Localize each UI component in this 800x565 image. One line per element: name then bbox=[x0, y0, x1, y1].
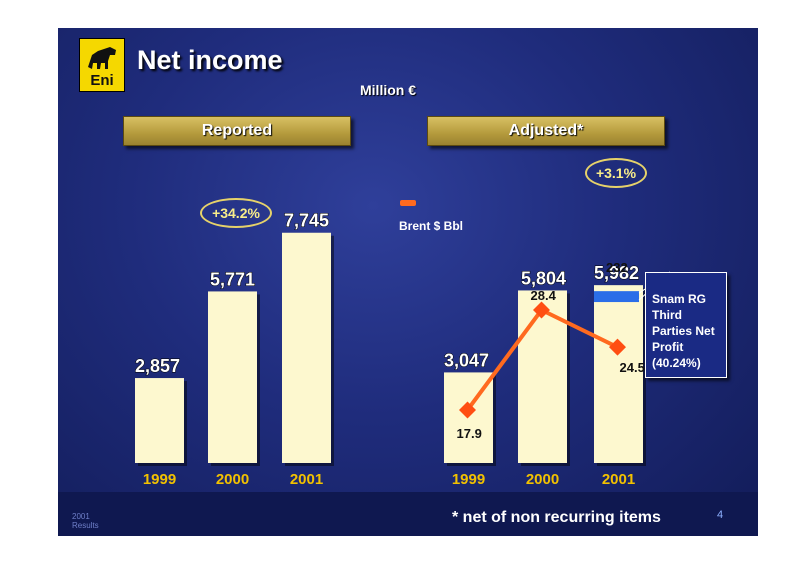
brent-value-label: 17.9 bbox=[457, 426, 482, 441]
year-label-2001: 2001 bbox=[290, 471, 323, 488]
brent-value-label: 24.5 bbox=[620, 360, 645, 375]
page-number: 4 bbox=[717, 509, 724, 521]
brent-marker bbox=[609, 338, 626, 356]
bar-value-label: 5,982 bbox=[594, 263, 639, 283]
brent-legend-swatch bbox=[400, 200, 416, 206]
brent-marker bbox=[459, 401, 476, 419]
results-label: 2001 Results bbox=[72, 512, 99, 530]
snam-segment bbox=[594, 291, 639, 303]
brent-legend-label: Brent $ Bbl bbox=[399, 219, 464, 233]
brent-marker bbox=[533, 301, 550, 319]
bar-value-label: 3,047 bbox=[444, 350, 489, 370]
bar-value-label: 2,857 bbox=[135, 356, 180, 376]
brent-value-label: 28.4 bbox=[531, 288, 557, 303]
footnote: * net of non recurring items bbox=[452, 509, 661, 526]
reported-growth-badge: +34.2% bbox=[200, 198, 272, 228]
bar-2001 bbox=[594, 285, 643, 463]
year-label-1999: 1999 bbox=[143, 471, 176, 488]
adjusted-growth-badge: +3.1% bbox=[585, 158, 647, 188]
bar-2001 bbox=[282, 232, 331, 463]
year-label-2000: 2000 bbox=[216, 471, 249, 488]
snam-segment-label: 232 bbox=[606, 260, 628, 275]
six-legged-dog-icon bbox=[88, 47, 116, 69]
bar-2000 bbox=[208, 291, 257, 463]
eni-logo: Eni bbox=[79, 38, 125, 92]
bar-value-label: 7,745 bbox=[284, 211, 329, 231]
bar-value-label: 5,804 bbox=[521, 268, 566, 288]
footer-band bbox=[58, 492, 758, 536]
bar-value-label: 5,771 bbox=[210, 269, 255, 289]
reported-header: Reported bbox=[123, 116, 351, 146]
unit-label: Million € bbox=[360, 82, 416, 98]
snam-callout-text: Snam RG Third Parties Net Profit (40.24%… bbox=[652, 292, 715, 370]
year-label-2001: 2001 bbox=[602, 471, 635, 488]
bar-1999 bbox=[135, 378, 184, 463]
page-title: Net income bbox=[137, 45, 283, 75]
adjusted-header: Adjusted* bbox=[427, 116, 665, 146]
year-label-1999: 1999 bbox=[452, 471, 485, 488]
year-label-2000: 2000 bbox=[526, 471, 559, 488]
logo-text: Eni bbox=[90, 72, 114, 89]
snam-callout: Snam RG Third Parties Net Profit (40.24%… bbox=[645, 272, 727, 378]
